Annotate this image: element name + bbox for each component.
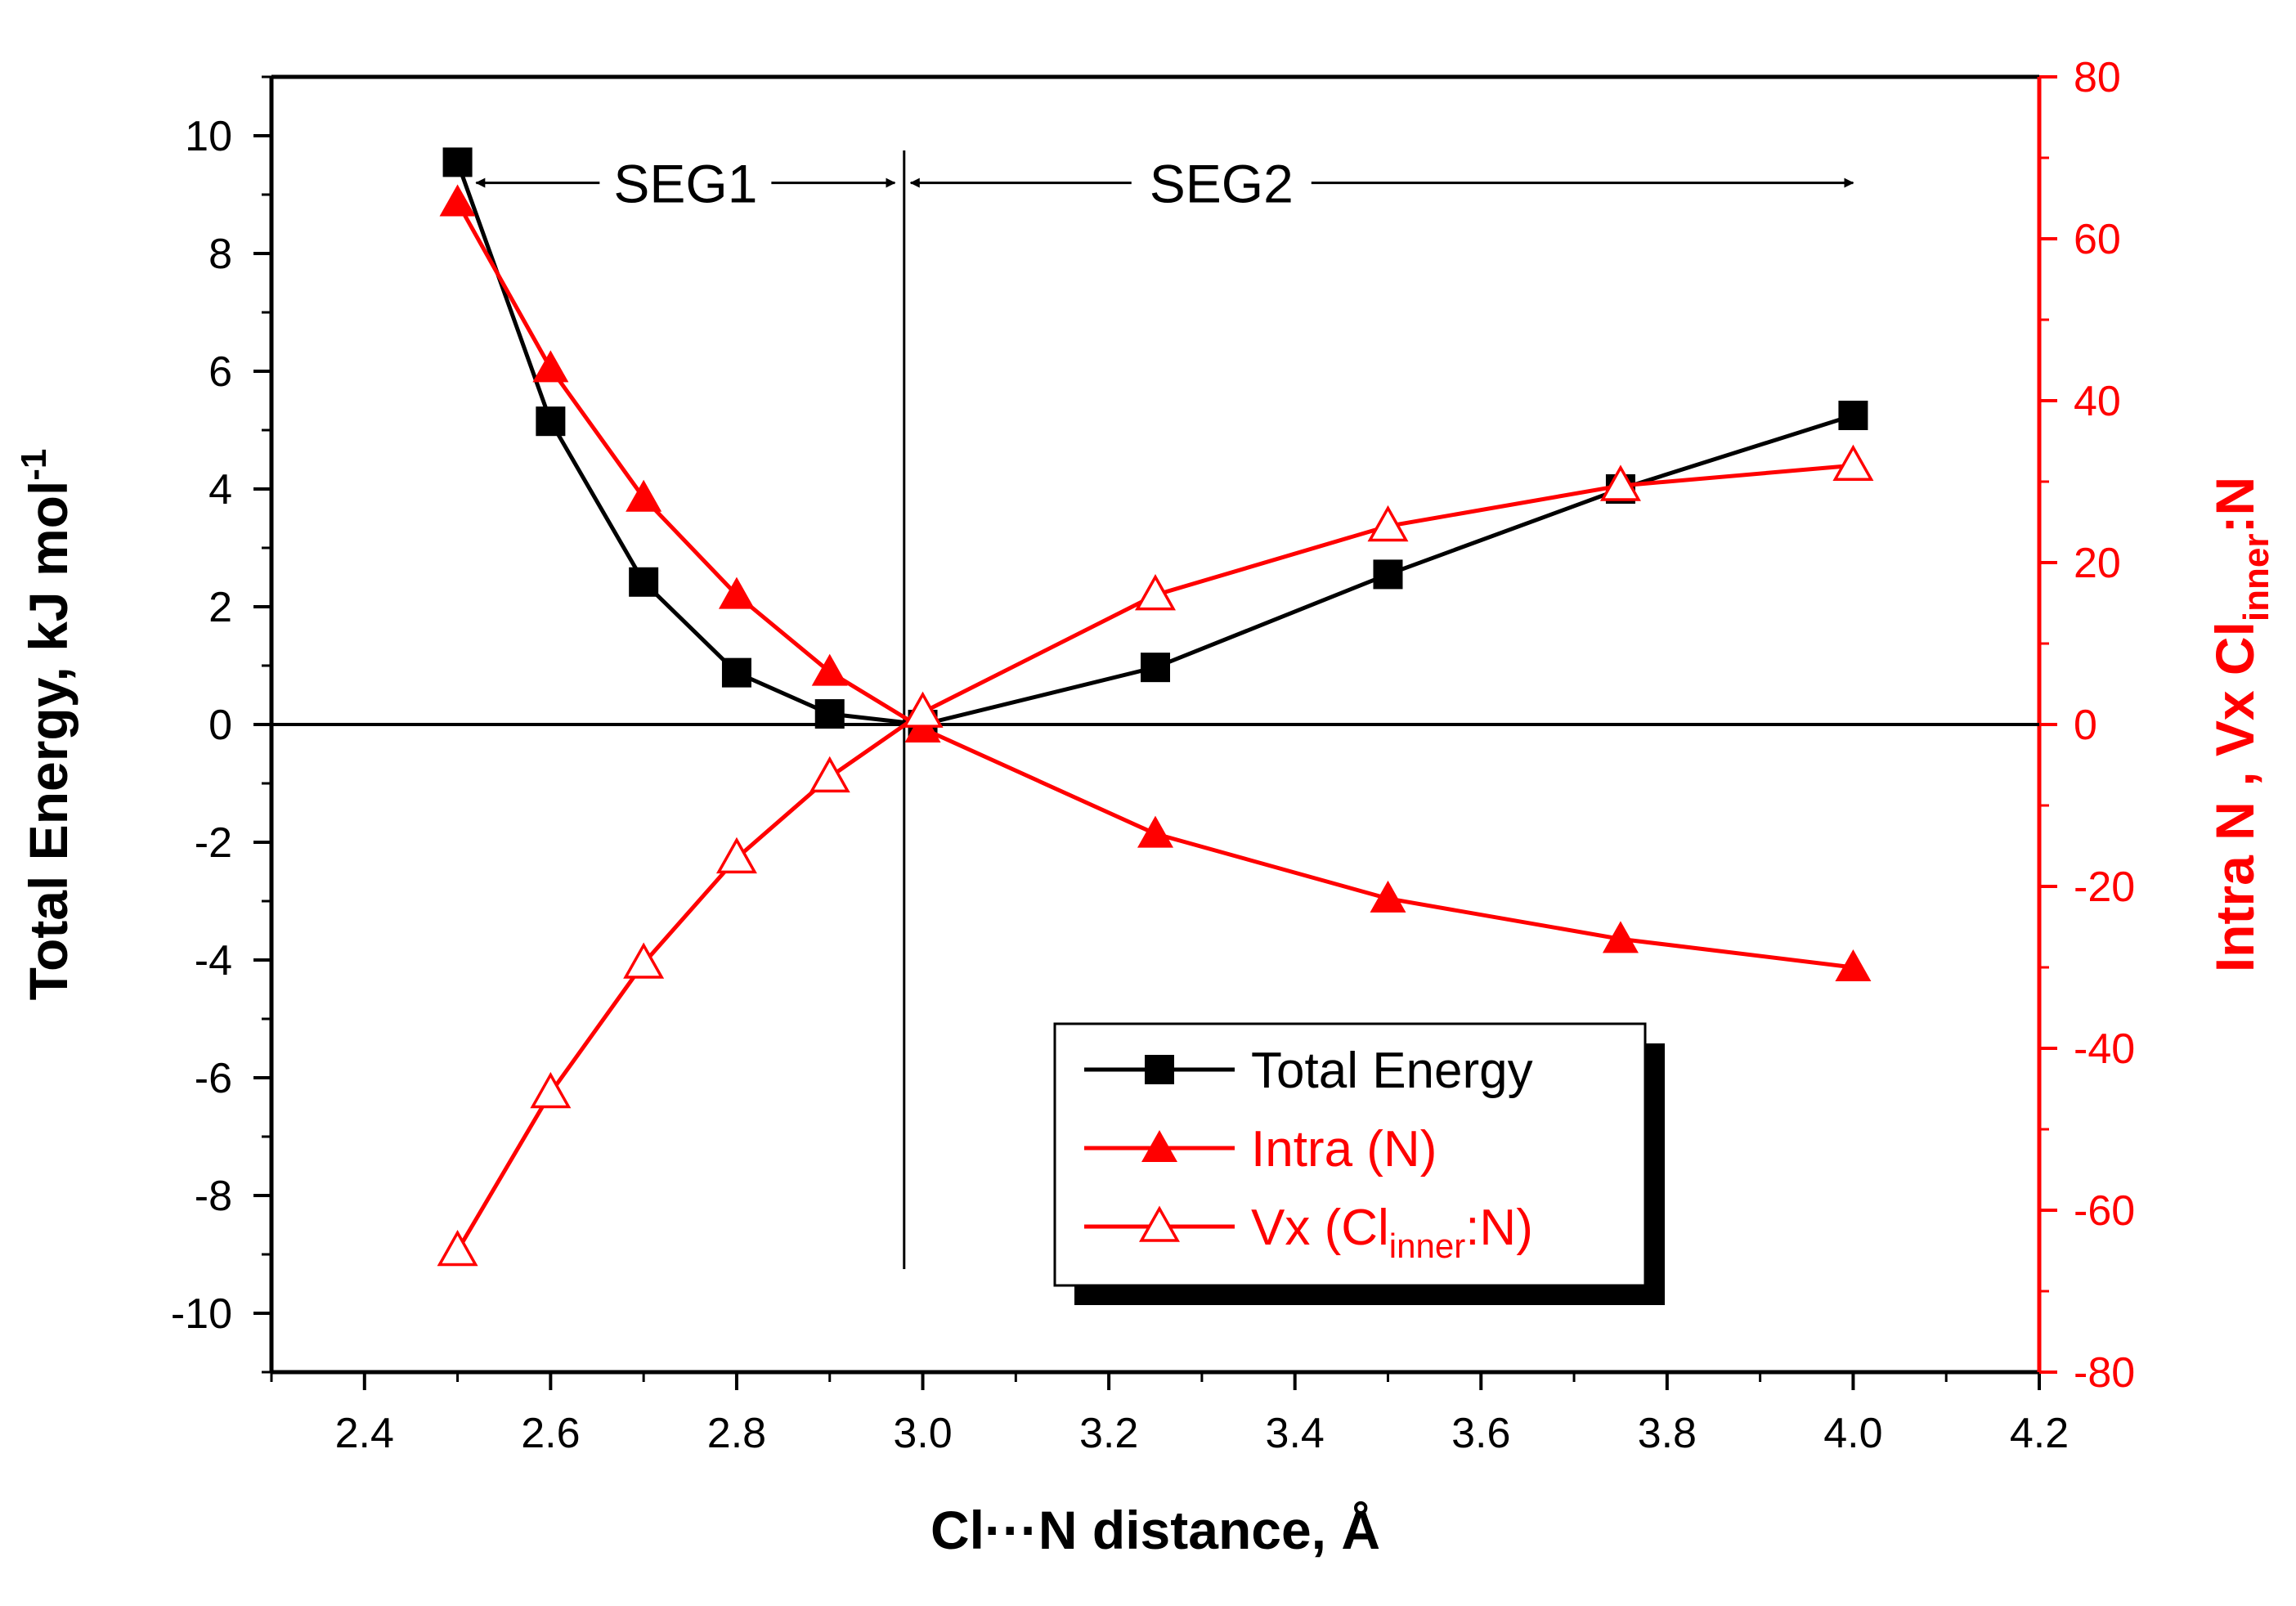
y-right-axis-title: Intra N , Vx Clinner:N [2204,477,2276,972]
y-right-tick-label: 20 [2074,540,2121,587]
data-point [902,691,944,728]
y-left-tick-label: 2 [209,584,232,631]
y-left-axis-title-main: Total Energy, kJ mol [18,481,78,1001]
data-point [439,184,476,217]
data-point [811,653,848,686]
y-left-tick-label: 0 [209,702,232,749]
y-left-tick-label: -6 [195,1055,232,1102]
y-right-axis-title-part: Intra N [2204,801,2265,972]
y-right-tick-label: 0 [2074,702,2097,749]
y-left-tick-label: 10 [185,113,232,160]
data-point [1835,949,1872,981]
y-left-axis-title-sup: -1 [14,449,54,481]
series-intra-n- [439,184,1872,981]
data-point [442,147,473,177]
seg1-label: SEG1 [613,154,757,214]
data-point [1370,880,1406,913]
data-point [809,756,850,793]
x-tick-label: 3.8 [1638,1410,1697,1457]
data-point [530,1071,572,1109]
x-tick-label: 4.0 [1823,1410,1882,1457]
axes: 2.4 2.6 2.8 3.0 3.2 3.4 3.6 3.8 4.0 4.2-10-8-6-4-… [14,54,2276,1560]
seg2-label: SEG2 [1150,154,1294,214]
y-left-tick-label: 4 [209,466,232,514]
x-tick-label: 3.0 [893,1410,952,1457]
series-line [455,463,1854,1252]
x-tick-label: 4.2 [2010,1410,2069,1457]
y-right-axis-title-sub: inner [2236,533,2276,621]
legend-label-part: Vx (Cl [1251,1200,1389,1256]
legend-marker [1139,1205,1180,1242]
data-point [814,699,845,729]
y-right-tick-label: -80 [2074,1349,2135,1397]
y-right-tick-label: 40 [2074,378,2121,425]
series-total-energy [442,147,1868,739]
y-left-tick-label: -2 [195,819,232,867]
y-left-axis-title: Total Energy, kJ mol-1 [14,449,78,1001]
data-point [1135,574,1176,611]
data-point [623,942,665,979]
data-point [715,837,757,874]
data-point [1838,401,1868,430]
data-point [626,479,662,512]
data-point [1367,505,1409,542]
y-left-tick-label: -10 [171,1290,232,1338]
data-point [1137,815,1173,848]
x-tick-label: 3.6 [1451,1410,1510,1457]
y-right-axis-title-part: , Vx Cl [2204,621,2265,801]
y-left-tick-label: 8 [209,231,232,278]
data-point [437,1229,478,1267]
data-point [1373,559,1403,590]
legend-label: Intra (N) [1251,1121,1437,1178]
y-left-tick-label: -8 [195,1173,232,1220]
x-tick-label: 3.2 [1079,1410,1138,1457]
data-point [1141,653,1170,683]
legend: Total Energy Intra (N) Vx (Clinner:N) [1053,1022,1665,1305]
legend-marker [1145,1055,1174,1084]
series-line [455,161,1854,727]
legend-marker [1141,1130,1177,1162]
data-point [721,657,751,688]
legend-label-part: :N) [1465,1200,1533,1256]
legend-label: Total Energy [1251,1043,1533,1099]
data-point [718,576,755,609]
y-left-tick-label: 6 [209,348,232,396]
x-tick-label: 2.6 [521,1410,580,1457]
legend-label: Vx (Clinner:N) [1251,1200,1533,1265]
y-right-tick-label: 80 [2074,54,2121,101]
y-left-tick-label: -4 [195,937,232,985]
y-right-axis-title-part: :N [2204,477,2265,534]
data-point [1832,444,1874,481]
data-point [629,567,659,597]
x-tick-label: 3.4 [1266,1410,1325,1457]
y-right-tick-label: -60 [2074,1187,2135,1235]
data-point [1599,464,1641,501]
legend-label-sub: inner [1389,1227,1465,1265]
y-right-tick-label: -40 [2074,1025,2135,1073]
series-vx-cl-inner-n- [437,444,1874,1267]
x-tick-label: 2.4 [335,1410,394,1457]
x-tick-label: 2.8 [707,1410,766,1457]
series-group [437,147,1874,1267]
segment-annotations: SEG1 SEG2 [475,150,1854,1269]
y-right-tick-label: -20 [2074,864,2135,911]
data-point [532,350,569,383]
y-right-tick-label: 60 [2074,216,2121,263]
series-line [455,201,1854,970]
x-axis-title: Cl···N distance, Å [931,1500,1380,1560]
data-point [536,406,566,437]
data-point [1602,921,1639,953]
